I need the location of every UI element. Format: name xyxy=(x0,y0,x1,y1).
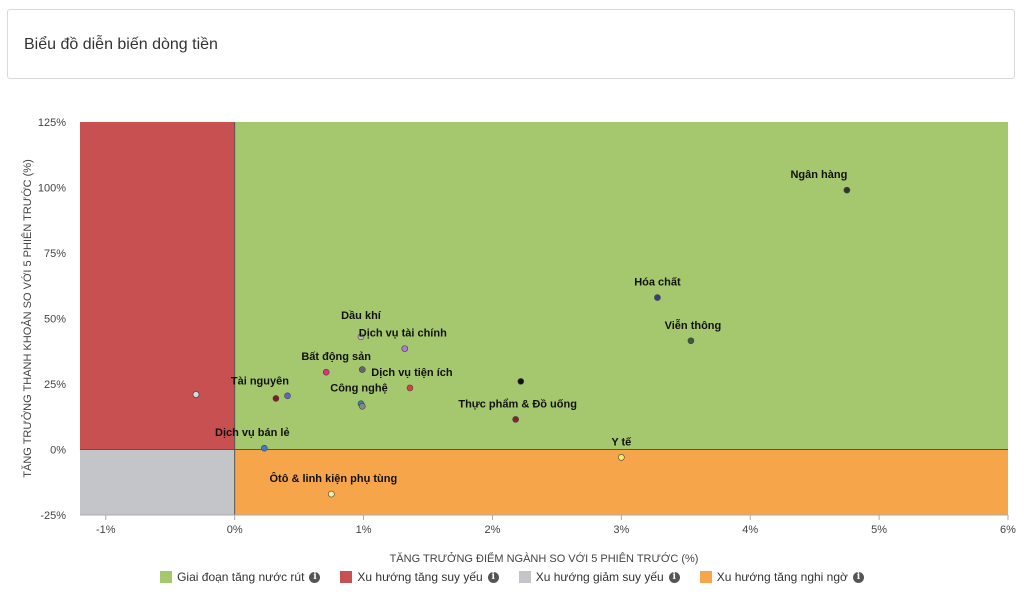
data-point-label: Viễn thông xyxy=(665,319,722,332)
panel-title: Biểu đồ diễn biến dòng tiền xyxy=(24,36,218,53)
legend-item-acceleration[interactable]: Giai đoạn tăng nước rút i xyxy=(160,570,321,584)
x-tick-label: 4% xyxy=(742,524,758,536)
data-point xyxy=(272,395,280,402)
x-tick-label: 5% xyxy=(871,524,887,536)
legend-label: Xu hướng tăng suy yếu xyxy=(357,570,483,584)
quadrant-weakening-uptrend xyxy=(80,122,235,450)
data-point xyxy=(843,186,851,194)
legend-item-weakening-uptrend[interactable]: Xu hướng tăng suy yếu i xyxy=(340,570,499,584)
quadrant-acceleration xyxy=(234,122,1008,450)
data-point xyxy=(322,368,330,376)
x-tick-label: 6% xyxy=(1000,524,1016,536)
y-tick-label: 75% xyxy=(44,248,66,260)
y-tick-label: 0% xyxy=(50,445,66,457)
data-point-label: Y tế xyxy=(611,436,632,448)
x-tick-label: -1% xyxy=(96,524,116,536)
legend-swatch xyxy=(699,571,712,583)
data-point-label: Ngân hàng xyxy=(790,169,847,181)
data-point-label: Bất động sản xyxy=(301,351,371,363)
data-point xyxy=(517,378,525,385)
y-tick-label: 50% xyxy=(44,314,66,326)
data-point xyxy=(358,402,366,410)
data-point xyxy=(192,391,200,398)
data-point xyxy=(261,444,268,452)
data-point-label: Ôtô & linh kiện phụ tùng xyxy=(269,472,397,485)
data-point-label: Thực phẩm & Đồ uống xyxy=(458,398,577,410)
data-point xyxy=(618,454,625,461)
data-point-label: Dịch vụ tài chính xyxy=(359,328,447,340)
y-tick-label: 100% xyxy=(38,183,66,195)
data-point-label: Dầu khí xyxy=(341,310,382,322)
info-icon[interactable]: i xyxy=(309,571,321,583)
chart-panel-header: Biểu đồ diễn biến dòng tiền xyxy=(7,9,1015,79)
data-point xyxy=(401,345,409,352)
legend-swatch xyxy=(160,571,173,583)
x-tick-label: 3% xyxy=(613,524,629,536)
data-point xyxy=(687,337,695,345)
data-point xyxy=(654,294,661,301)
data-point-label: Dịch vụ tiện ích xyxy=(371,367,453,379)
legend-label: Xu hướng giảm suy yếu xyxy=(535,570,664,584)
legend-swatch xyxy=(340,571,353,583)
legend-item-weakening-downtrend[interactable]: Xu hướng giảm suy yếu i xyxy=(518,570,680,584)
info-icon[interactable]: i xyxy=(852,571,864,583)
y-tick-label: 125% xyxy=(38,117,66,129)
data-point xyxy=(328,490,335,498)
x-tick-label: 0% xyxy=(227,524,243,536)
x-tick-label: 2% xyxy=(484,524,500,536)
data-point-label: Tài nguyên xyxy=(231,375,289,387)
data-point xyxy=(358,366,366,373)
data-point-label: Dịch vụ bán lẻ xyxy=(215,427,290,439)
chart-legend: Giai đoạn tăng nước rút i Xu hướng tăng … xyxy=(0,570,1024,584)
y-tick-label: -25% xyxy=(40,510,66,522)
data-point-label: Công nghệ xyxy=(330,383,387,395)
info-icon[interactable]: i xyxy=(668,571,680,583)
legend-label: Xu hướng tăng nghi ngờ xyxy=(716,570,848,584)
legend-swatch xyxy=(518,571,531,583)
data-point xyxy=(512,416,519,423)
x-axis-title: TĂNG TRƯỞNG ĐIỂM NGÀNH SO VỚI 5 PHIÊN TR… xyxy=(390,552,699,565)
data-point xyxy=(284,392,291,400)
x-tick-label: 1% xyxy=(356,524,372,536)
data-point xyxy=(357,333,365,341)
legend-item-doubtful-uptrend[interactable]: Xu hướng tăng nghi ngờ i xyxy=(699,570,864,584)
quadrant-weakening-downtrend xyxy=(80,449,235,515)
info-icon[interactable]: i xyxy=(487,571,499,583)
y-tick-label: 25% xyxy=(44,379,66,391)
legend-label: Giai đoạn tăng nước rút xyxy=(177,570,305,584)
data-point-label: Hóa chất xyxy=(634,277,681,289)
y-axis-title: TĂNG TRƯỞNG THANH KHOẢN SO VỚI 5 PHIÊN T… xyxy=(21,159,34,477)
data-point xyxy=(406,384,414,392)
